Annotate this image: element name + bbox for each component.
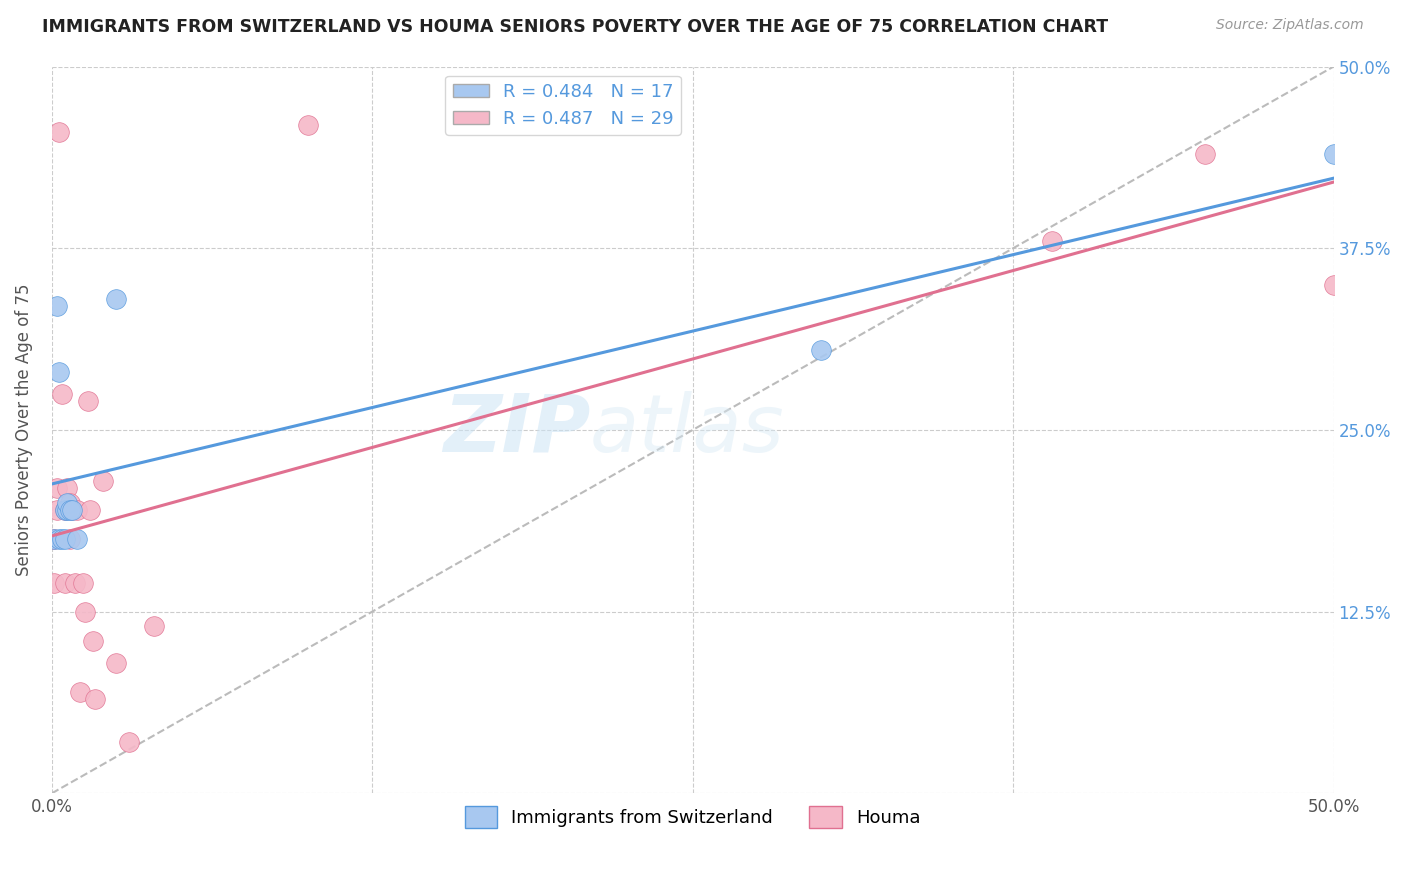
Point [45, 300, 67, 314]
Point [79, 503, 101, 517]
Point [59, 496, 82, 510]
Point [810, 343, 832, 357]
Point [118, 735, 141, 749]
Point [1322, 277, 1344, 292]
Point [1040, 234, 1063, 248]
Point [51, 386, 73, 401]
Point [59, 532, 82, 546]
Point [44, 532, 66, 546]
Point [56, 481, 79, 495]
Point [76, 393, 98, 408]
Point [1322, 146, 1344, 161]
Point [60, 503, 83, 517]
Text: ZIP: ZIP [443, 391, 591, 469]
Legend: Immigrants from Switzerland, Houma: Immigrants from Switzerland, Houma [457, 798, 928, 835]
Point [48, 365, 70, 379]
Point [53, 532, 76, 546]
Y-axis label: Seniors Poverty Over the Age of 75: Seniors Poverty Over the Age of 75 [15, 284, 32, 576]
Point [53, 575, 76, 590]
Point [69, 684, 91, 698]
Point [56, 503, 79, 517]
Point [48, 532, 70, 546]
Point [91, 474, 114, 488]
Point [66, 532, 89, 546]
Point [45, 503, 67, 517]
Point [53, 503, 76, 517]
Point [66, 503, 89, 517]
Point [51, 532, 73, 546]
Point [84, 691, 107, 706]
Text: IMMIGRANTS FROM SWITZERLAND VS HOUMA SENIORS POVERTY OVER THE AGE OF 75 CORRELAT: IMMIGRANTS FROM SWITZERLAND VS HOUMA SEN… [42, 18, 1108, 36]
Point [72, 575, 94, 590]
Point [44, 532, 66, 546]
Point [45, 481, 67, 495]
Point [48, 125, 70, 139]
Point [297, 118, 319, 132]
Point [60, 503, 83, 517]
Point [75, 605, 97, 619]
Point [104, 656, 127, 670]
Text: Source: ZipAtlas.com: Source: ZipAtlas.com [1216, 18, 1364, 32]
Point [82, 633, 104, 648]
Point [56, 496, 79, 510]
Text: atlas: atlas [591, 391, 785, 469]
Point [59, 503, 82, 517]
Point [143, 619, 166, 633]
Point [63, 575, 86, 590]
Point [1194, 146, 1216, 161]
Point [53, 503, 76, 517]
Point [44, 575, 66, 590]
Point [104, 292, 127, 306]
